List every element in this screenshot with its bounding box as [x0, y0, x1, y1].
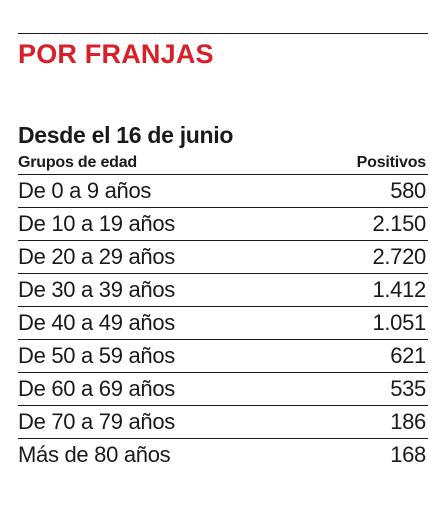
- table-row: De 30 a 39 años 1.412: [18, 274, 428, 307]
- age-group-cell: De 10 a 19 años: [18, 211, 175, 236]
- positives-cell: 621: [390, 343, 426, 368]
- positives-cell: 1.051: [372, 310, 426, 335]
- table-row: De 10 a 19 años 2.150: [18, 208, 428, 241]
- age-group-table: Desde el 16 de junio Grupos de edad Posi…: [18, 120, 428, 471]
- table-header: Grupos de edad Positivos: [18, 150, 428, 175]
- age-group-cell: De 0 a 9 años: [18, 178, 152, 203]
- table-row: De 0 a 9 años 580: [18, 175, 428, 208]
- age-group-cell: De 30 a 39 años: [18, 277, 175, 302]
- positives-cell: 580: [390, 178, 426, 203]
- header-positives: Positivos: [356, 154, 427, 171]
- section-title: POR FRANJAS: [18, 39, 214, 69]
- table-body: De 0 a 9 años 580 De 10 a 19 años 2.150 …: [18, 175, 428, 471]
- table-title: Desde el 16 de junio: [18, 122, 234, 148]
- table-row: De 70 a 79 años 186: [18, 406, 428, 439]
- positives-cell: 1.412: [372, 277, 426, 302]
- top-divider: [18, 33, 428, 34]
- age-group-cell: De 60 a 69 años: [18, 376, 175, 401]
- table-row: De 60 a 69 años 535: [18, 373, 428, 406]
- positives-cell: 168: [390, 442, 426, 467]
- age-group-cell: Más de 80 años: [18, 442, 171, 467]
- header-age-group: Grupos de edad: [18, 154, 137, 171]
- age-group-cell: De 20 a 29 años: [18, 244, 175, 269]
- positives-cell: 2.720: [372, 244, 426, 269]
- age-group-cell: De 70 a 79 años: [18, 409, 175, 434]
- age-group-cell: De 50 a 59 años: [18, 343, 175, 368]
- table-row: De 40 a 49 años 1.051: [18, 307, 428, 340]
- age-group-cell: De 40 a 49 años: [18, 310, 175, 335]
- positives-cell: 2.150: [372, 211, 426, 236]
- positives-cell: 186: [390, 409, 426, 434]
- table-row: De 50 a 59 años 621: [18, 340, 428, 373]
- positives-cell: 535: [390, 376, 426, 401]
- table-row: Más de 80 años 168: [18, 439, 428, 471]
- table-row: De 20 a 29 años 2.720: [18, 241, 428, 274]
